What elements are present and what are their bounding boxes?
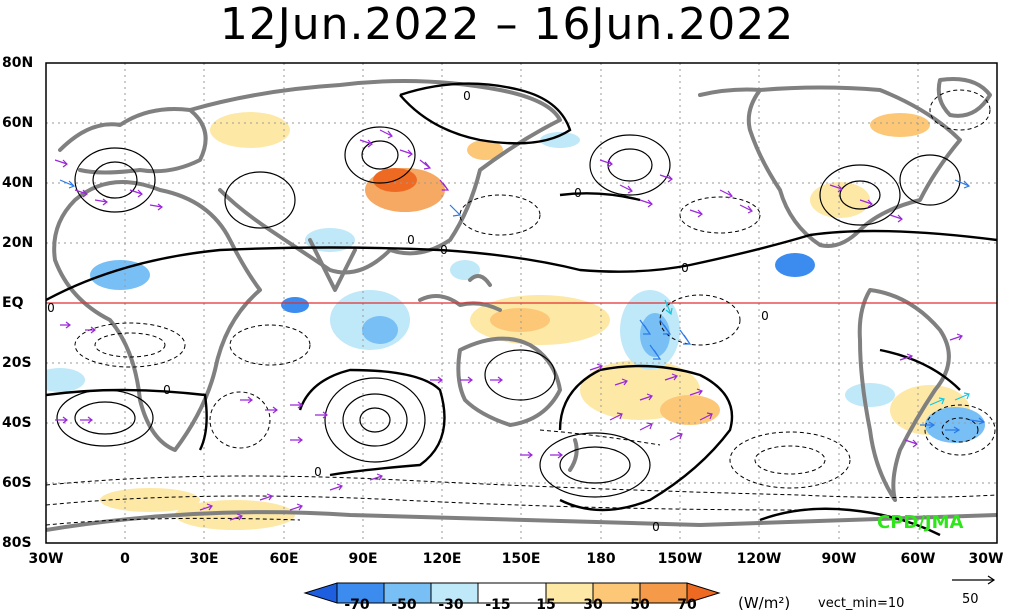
map-frame: [45, 62, 998, 544]
lat-label: 40N: [2, 175, 34, 191]
colorbar-tick-label: -30: [438, 597, 464, 613]
lon-label: 90W: [821, 551, 857, 567]
lon-label: 150E: [501, 551, 541, 567]
contour-label: 0: [47, 301, 55, 315]
colorbar-tick-label: 70: [677, 597, 697, 613]
lon-label: 30W: [28, 551, 64, 567]
colorbar-unit: (W/m²): [738, 594, 791, 612]
colorbar-tick-label: -70: [344, 597, 370, 613]
colorbar-tick-label: -15: [485, 597, 511, 613]
contour-label: 0: [463, 89, 471, 103]
lon-label: 150W: [657, 551, 703, 567]
lon-label: 30E: [189, 551, 219, 567]
lon-label: 120E: [422, 551, 462, 567]
reference-vector-arrow: [952, 575, 996, 585]
zero-contours: [46, 82, 997, 537]
colorbar-cell: [303, 582, 338, 604]
lat-label: EQ: [2, 295, 24, 311]
lat-label: 20N: [2, 235, 34, 251]
olr-anomaly-shading: [46, 112, 985, 530]
lon-label: 60W: [900, 551, 936, 567]
positive-contours: [56, 126, 961, 498]
colorbar-tick-label: 15: [536, 597, 556, 613]
lat-label: 80S: [2, 535, 32, 551]
map-title: 12Jun.2022 – 16Jun.2022: [219, 0, 795, 50]
lat-label: 60N: [2, 115, 34, 131]
contour-labels: 0 0 0 0 0 0 0 0 0 0: [47, 89, 769, 534]
contour-label: 0: [440, 243, 448, 257]
lat-label: 20S: [2, 355, 32, 371]
contour-label: 0: [574, 186, 582, 200]
lat-label: 40S: [2, 415, 32, 431]
contour-label: 0: [761, 309, 769, 323]
contour-label: 0: [407, 233, 415, 247]
lon-label: 180: [586, 551, 616, 567]
lat-label: 60S: [2, 475, 32, 491]
colorbar-tick-label: 30: [583, 597, 603, 613]
credit-label: CPD/JMA: [877, 512, 964, 533]
contour-label: 0: [314, 465, 322, 479]
lon-label: 90E: [348, 551, 378, 567]
contour-label: 0: [163, 383, 171, 397]
lat-label: 80N: [2, 55, 34, 71]
lon-label: 30W: [968, 551, 1004, 567]
contour-label: 0: [681, 261, 689, 275]
negative-contours: [46, 89, 997, 526]
lon-label: 120W: [736, 551, 782, 567]
lon-label: 0: [120, 551, 130, 567]
coastlines: [46, 77, 997, 532]
reference-vector-value: 50: [962, 592, 979, 607]
vector-min-label: vect_min=10: [818, 596, 905, 611]
lon-label: 60E: [269, 551, 299, 567]
colorbar: [303, 582, 721, 604]
colorbar-cell: [686, 582, 721, 604]
flux-vectors: [54, 129, 986, 521]
colorbar-tick-label: -50: [391, 597, 417, 613]
colorbar-tick-label: 50: [630, 597, 650, 613]
contour-label: 0: [652, 520, 660, 534]
